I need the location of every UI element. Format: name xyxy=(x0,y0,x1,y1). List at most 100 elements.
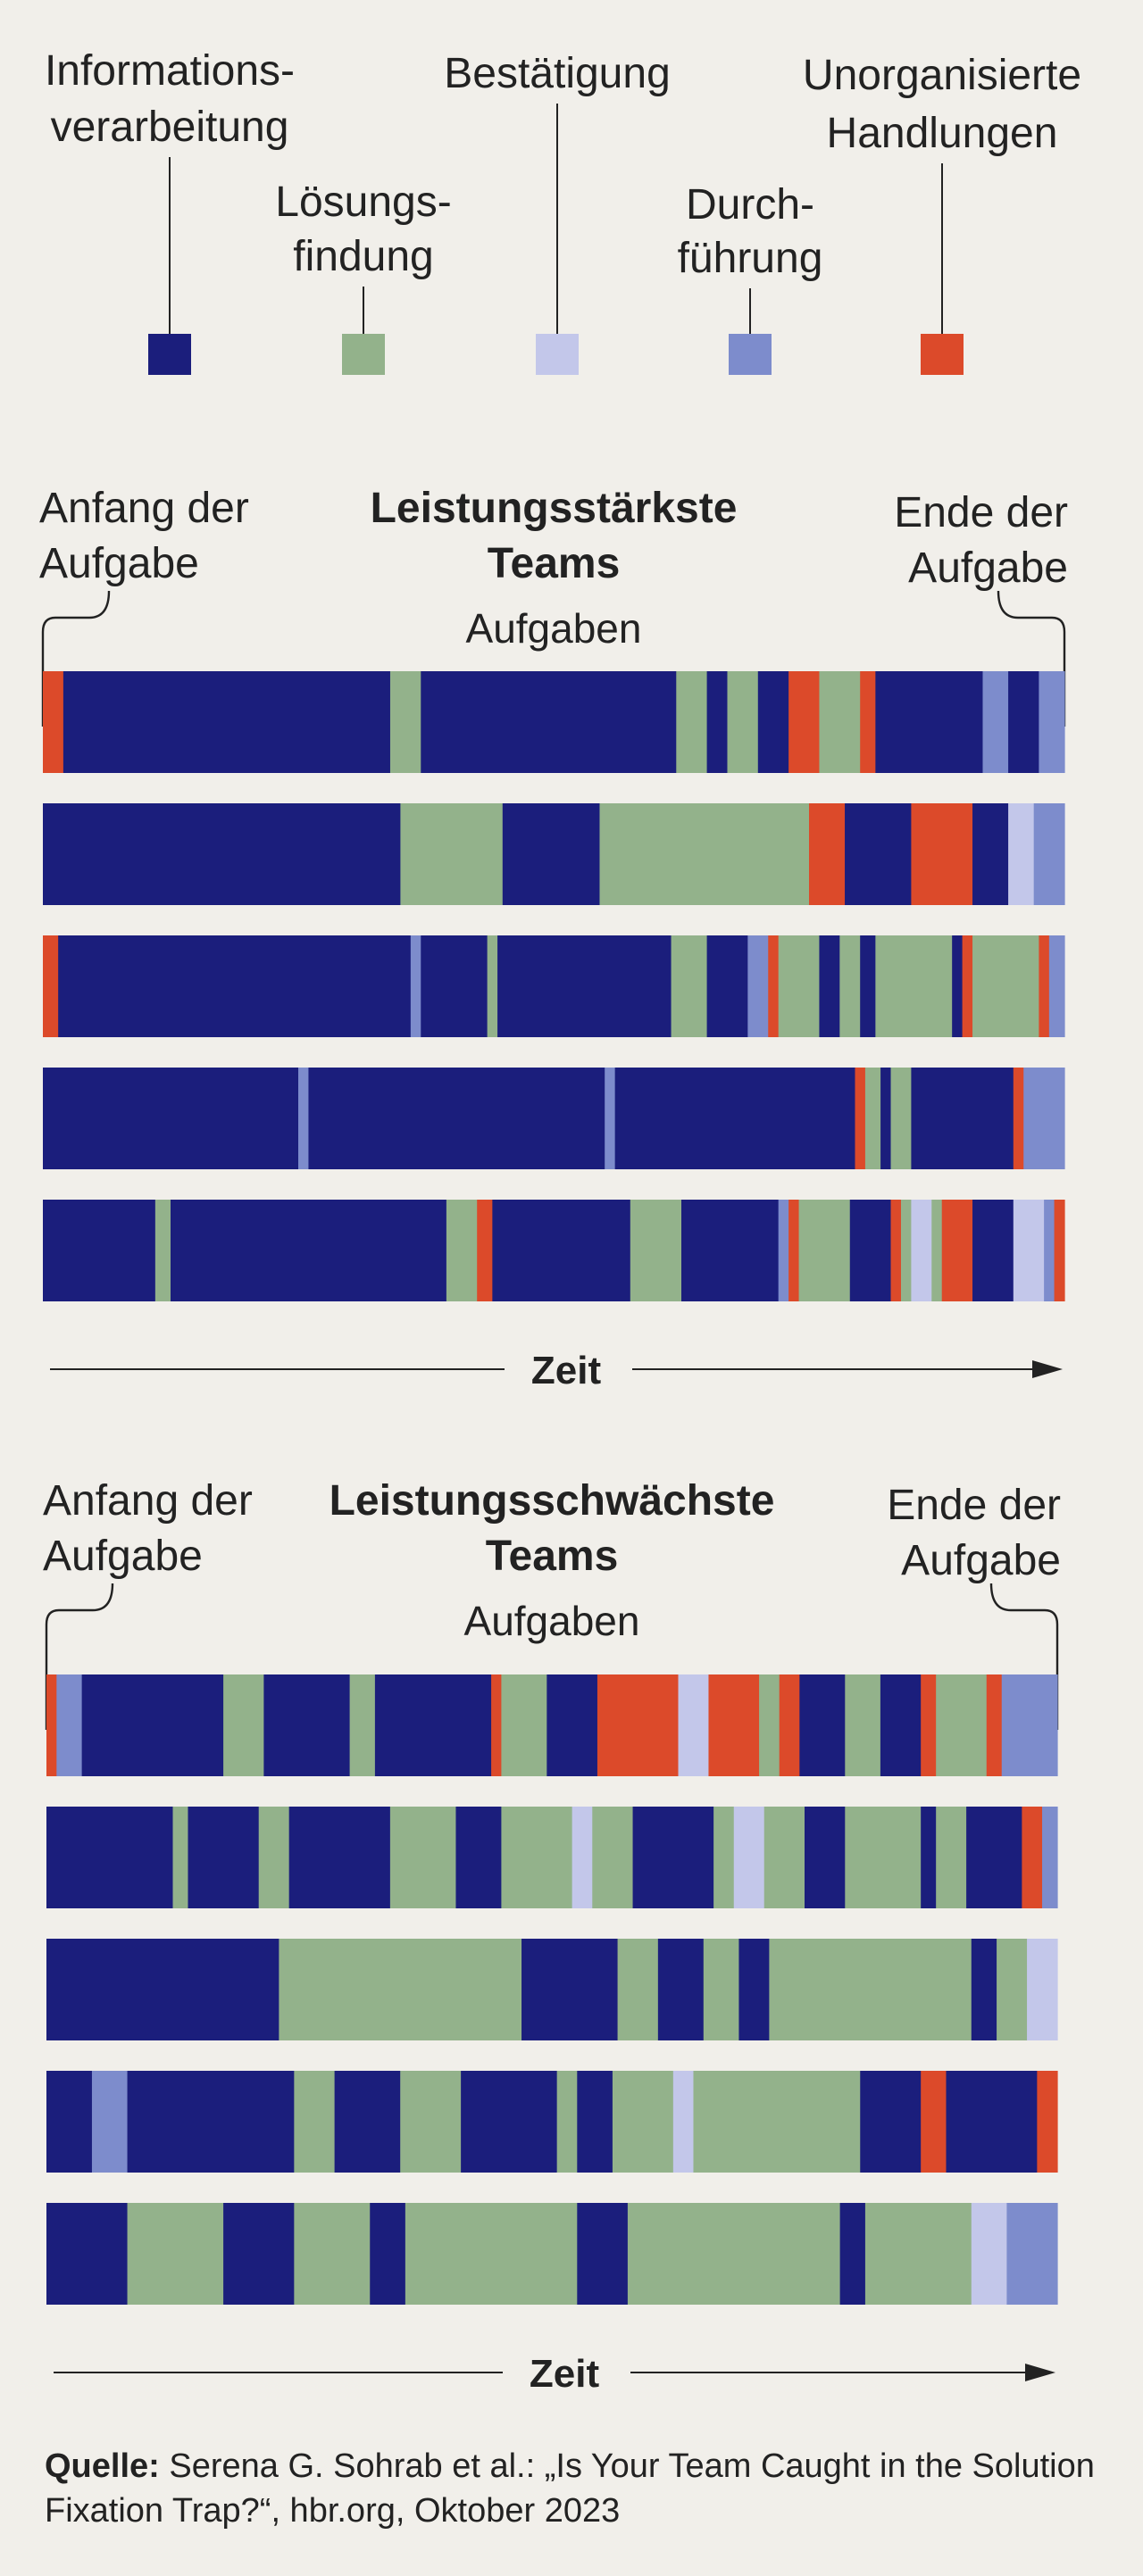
segment-info xyxy=(370,2203,406,2305)
segment-unorg xyxy=(1037,2071,1058,2173)
segment-loes xyxy=(294,2203,371,2305)
segment-unorg xyxy=(768,935,780,1037)
start-label: Anfang der xyxy=(43,1477,253,1525)
segment-durch xyxy=(1023,1068,1065,1169)
segment-durch xyxy=(1042,1807,1058,1908)
segment-loes xyxy=(599,803,810,905)
legend-label-durch: führung xyxy=(678,235,823,282)
start-label: Aufgabe xyxy=(43,1533,203,1580)
segment-loes xyxy=(446,1200,478,1301)
segment-info xyxy=(860,2071,922,2173)
end-label: Ende der xyxy=(887,1482,1061,1529)
segment-loes xyxy=(617,1939,659,2040)
segment-info xyxy=(171,1200,447,1301)
segment-loes xyxy=(798,1200,851,1301)
team-bar-2 xyxy=(43,803,1065,905)
segment-info xyxy=(81,1674,224,1776)
segment-info xyxy=(502,803,601,905)
segment-loes xyxy=(997,1939,1028,2040)
segment-best xyxy=(1013,1200,1045,1301)
segment-loes xyxy=(839,935,861,1037)
segment-info xyxy=(880,1068,892,1169)
segment-durch xyxy=(1001,1674,1058,1776)
segment-durch xyxy=(747,935,769,1037)
segment-loes xyxy=(501,1807,573,1908)
legend: Informations-verarbeitung Lösungs-findung… xyxy=(45,47,1081,375)
segment-loes xyxy=(671,935,708,1037)
team-bar-2 xyxy=(46,1807,1058,1908)
segment-loes xyxy=(676,671,708,773)
segment-info xyxy=(632,1807,714,1908)
legend-label-loes: findung xyxy=(293,233,433,280)
segment-unorg xyxy=(597,1674,680,1776)
segment-durch xyxy=(1044,1200,1055,1301)
start-label: Anfang der xyxy=(39,485,249,532)
segment-best xyxy=(678,1674,710,1776)
legend-swatch-loes xyxy=(342,334,385,375)
segment-info xyxy=(966,1807,1022,1908)
segment-loes xyxy=(556,2071,578,2173)
segment-info xyxy=(972,803,1009,905)
time-axis-arrowhead xyxy=(1025,2364,1055,2381)
segment-unorg xyxy=(477,1200,493,1301)
segment-info xyxy=(421,935,488,1037)
segment-unorg xyxy=(779,1674,800,1776)
segment-info xyxy=(334,2071,401,2173)
segment-info xyxy=(952,935,964,1037)
segment-unorg xyxy=(855,1068,866,1169)
segment-loes xyxy=(172,1807,189,1908)
segment-loes xyxy=(845,1674,881,1776)
segment-loes xyxy=(769,1939,972,2040)
segment-loes xyxy=(972,935,1039,1037)
segment-info xyxy=(971,1939,997,2040)
team-bar-5 xyxy=(43,1200,1065,1301)
segment-loes xyxy=(258,1807,290,1908)
segment-loes xyxy=(845,1807,922,1908)
segment-best xyxy=(672,2071,695,2173)
segment-info xyxy=(946,2071,1038,2173)
segment-durch xyxy=(410,935,421,1037)
segment-loes xyxy=(501,1674,547,1776)
segment-loes xyxy=(592,1807,634,1908)
team-bar-5 xyxy=(46,2203,1058,2305)
end-bracket xyxy=(997,590,1066,727)
segment-loes xyxy=(400,2071,462,2173)
segment-unorg xyxy=(809,803,846,905)
section-title: Leistungsstärkste xyxy=(371,485,738,532)
segment-loes xyxy=(900,1200,912,1301)
segment-durch xyxy=(91,2071,129,2173)
segment-durch xyxy=(982,671,1009,773)
segment-info xyxy=(421,671,677,773)
segment-info xyxy=(455,1807,502,1908)
segment-info xyxy=(46,1939,279,2040)
segment-unorg xyxy=(962,935,973,1037)
team-bar-3 xyxy=(43,935,1065,1037)
segment-durch xyxy=(298,1068,310,1169)
segment-info xyxy=(819,935,840,1037)
segment-info xyxy=(880,1674,922,1776)
section-title: Teams xyxy=(488,540,621,587)
legend-label-info: Informations- xyxy=(45,47,295,95)
team-bar-1 xyxy=(43,671,1065,773)
segment-loes xyxy=(294,2071,336,2173)
segment-loes xyxy=(487,935,498,1037)
segment-info xyxy=(521,1939,619,2040)
segment-best xyxy=(1008,803,1035,905)
segment-loes xyxy=(864,1068,881,1169)
segment-info xyxy=(223,2203,295,2305)
team-bar-1 xyxy=(46,1674,1058,1776)
segment-unorg xyxy=(941,1200,973,1301)
segment-info xyxy=(374,1674,492,1776)
segment-info xyxy=(308,1068,605,1169)
segment-info xyxy=(497,935,672,1037)
segment-durch xyxy=(1048,935,1065,1037)
segment-info xyxy=(46,1807,174,1908)
segment-info xyxy=(58,935,412,1037)
segment-best xyxy=(572,1807,593,1908)
segment-loes xyxy=(713,1807,735,1908)
time-axis-label: Zeit xyxy=(531,1349,602,1392)
legend-swatch-unorg xyxy=(921,334,964,375)
segment-best xyxy=(1027,1939,1058,2040)
segment-durch xyxy=(605,1068,616,1169)
